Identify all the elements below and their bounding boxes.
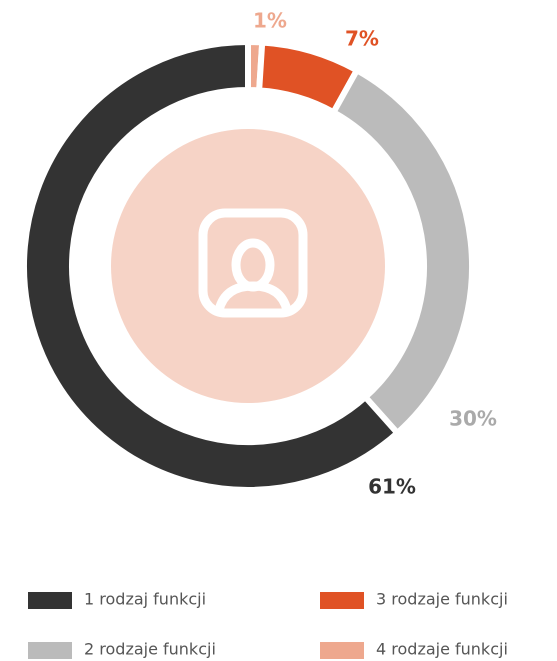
value-label: 61% [368, 475, 416, 499]
legend-label: 3 rodzaje funkcji [376, 590, 508, 609]
user-icon [198, 208, 308, 318]
donut-segment [21, 38, 402, 493]
inner-circle [111, 129, 385, 403]
legend-label: 2 rodzaje funkcji [84, 640, 216, 659]
legend-swatch [28, 642, 72, 659]
value-label: 7% [345, 27, 379, 51]
legend-label: 4 rodzaje funkcji [376, 640, 508, 659]
value-label: 30% [449, 407, 497, 431]
legend-swatch [320, 592, 364, 609]
legend-label: 1 rodzaj funkcji [84, 590, 206, 609]
legend-swatch [320, 642, 364, 659]
value-label: 1% [253, 9, 287, 33]
legend-swatch [28, 592, 72, 609]
